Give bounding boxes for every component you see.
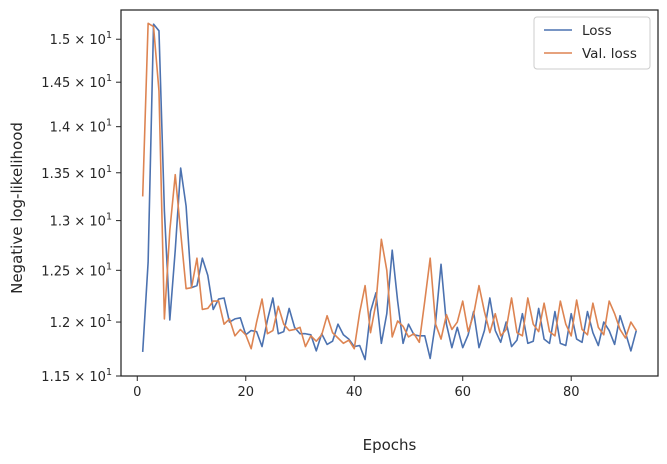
y-axis-label: Negative log-likelihood	[8, 122, 26, 294]
plot-frame	[120, 9, 659, 377]
x-tick-label: 80	[563, 385, 580, 400]
legend-label-val-loss: Val. loss	[582, 46, 637, 62]
legend: Loss Val. loss	[533, 16, 651, 70]
x-axis-label: Epochs	[363, 436, 417, 454]
y-tick-label: 1.4 × 101	[50, 118, 112, 136]
x-tick-label: 0	[133, 385, 141, 400]
y-tick-label: 1.45 × 101	[41, 73, 112, 91]
y-tick-label: 1.2 × 101	[50, 313, 112, 331]
y-tick-label: 1.25 × 101	[41, 261, 112, 279]
y-tick-label: 1.35 × 101	[41, 164, 112, 182]
y-tick-label: 1.5 × 101	[50, 30, 112, 48]
x-tick-label: 40	[346, 385, 363, 400]
x-tick-label: 20	[237, 385, 254, 400]
y-tick-label: 1.3 × 101	[50, 212, 112, 230]
axis-ticks: 0 20 40 60 80 1.15 × 101 1.2 × 101 1.25 × 101 1.…	[41, 30, 579, 400]
legend-label-loss: Loss	[582, 23, 612, 39]
y-tick-label: 1.15 × 101	[41, 367, 112, 385]
series-line-val-loss	[141, 22, 637, 350]
series-lines	[141, 22, 638, 361]
series-line-loss	[141, 23, 638, 361]
x-tick-label: 60	[454, 385, 471, 400]
